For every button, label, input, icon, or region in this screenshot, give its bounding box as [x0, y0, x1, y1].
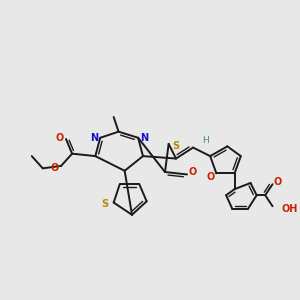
Text: H: H — [202, 136, 209, 145]
Text: N: N — [140, 133, 148, 143]
Text: O: O — [206, 172, 214, 182]
Text: O: O — [273, 177, 281, 187]
Text: N: N — [90, 133, 98, 143]
Text: O: O — [189, 167, 197, 177]
Text: OH: OH — [281, 204, 298, 214]
Text: S: S — [172, 141, 179, 151]
Text: O: O — [56, 133, 64, 143]
Text: O: O — [51, 163, 59, 173]
Text: S: S — [101, 199, 109, 209]
